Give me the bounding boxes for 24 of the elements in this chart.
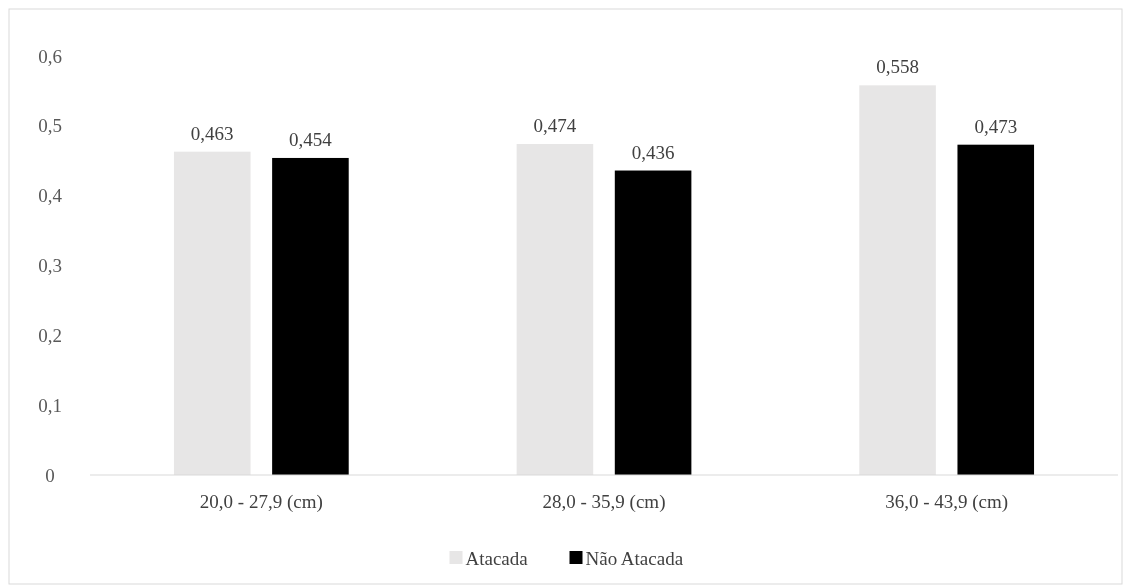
legend-label: Atacada — [465, 547, 529, 569]
x-tick-label: 36,0 - 43,9 (cm) — [885, 491, 1009, 513]
bar — [173, 151, 251, 475]
y-tick-label: 0,1 — [38, 394, 62, 416]
data-label: 0,463 — [190, 122, 234, 144]
data-label: 0,436 — [631, 141, 675, 163]
y-tick-label: 0,4 — [38, 185, 63, 207]
x-tick-label: 28,0 - 35,9 (cm) — [542, 491, 666, 513]
y-tick-label: 0,3 — [38, 255, 62, 277]
y-tick-label: 0,5 — [38, 115, 62, 137]
data-label: 0,474 — [533, 114, 577, 136]
y-tick-label: 0,2 — [38, 324, 62, 346]
bar — [859, 85, 936, 475]
y-tick-label: 0 — [45, 464, 55, 486]
bar — [614, 170, 692, 475]
bar — [516, 143, 594, 475]
data-label: 0,558 — [876, 56, 919, 78]
bar — [957, 144, 1035, 475]
y-tick-label: 0,6 — [38, 45, 62, 67]
legend-label: Não Atacada — [585, 547, 684, 569]
data-label: 0,454 — [289, 128, 333, 150]
bar — [272, 157, 349, 475]
x-tick-label: 20,0 - 27,9 (cm) — [199, 491, 323, 513]
data-label: 0,473 — [974, 115, 1018, 137]
